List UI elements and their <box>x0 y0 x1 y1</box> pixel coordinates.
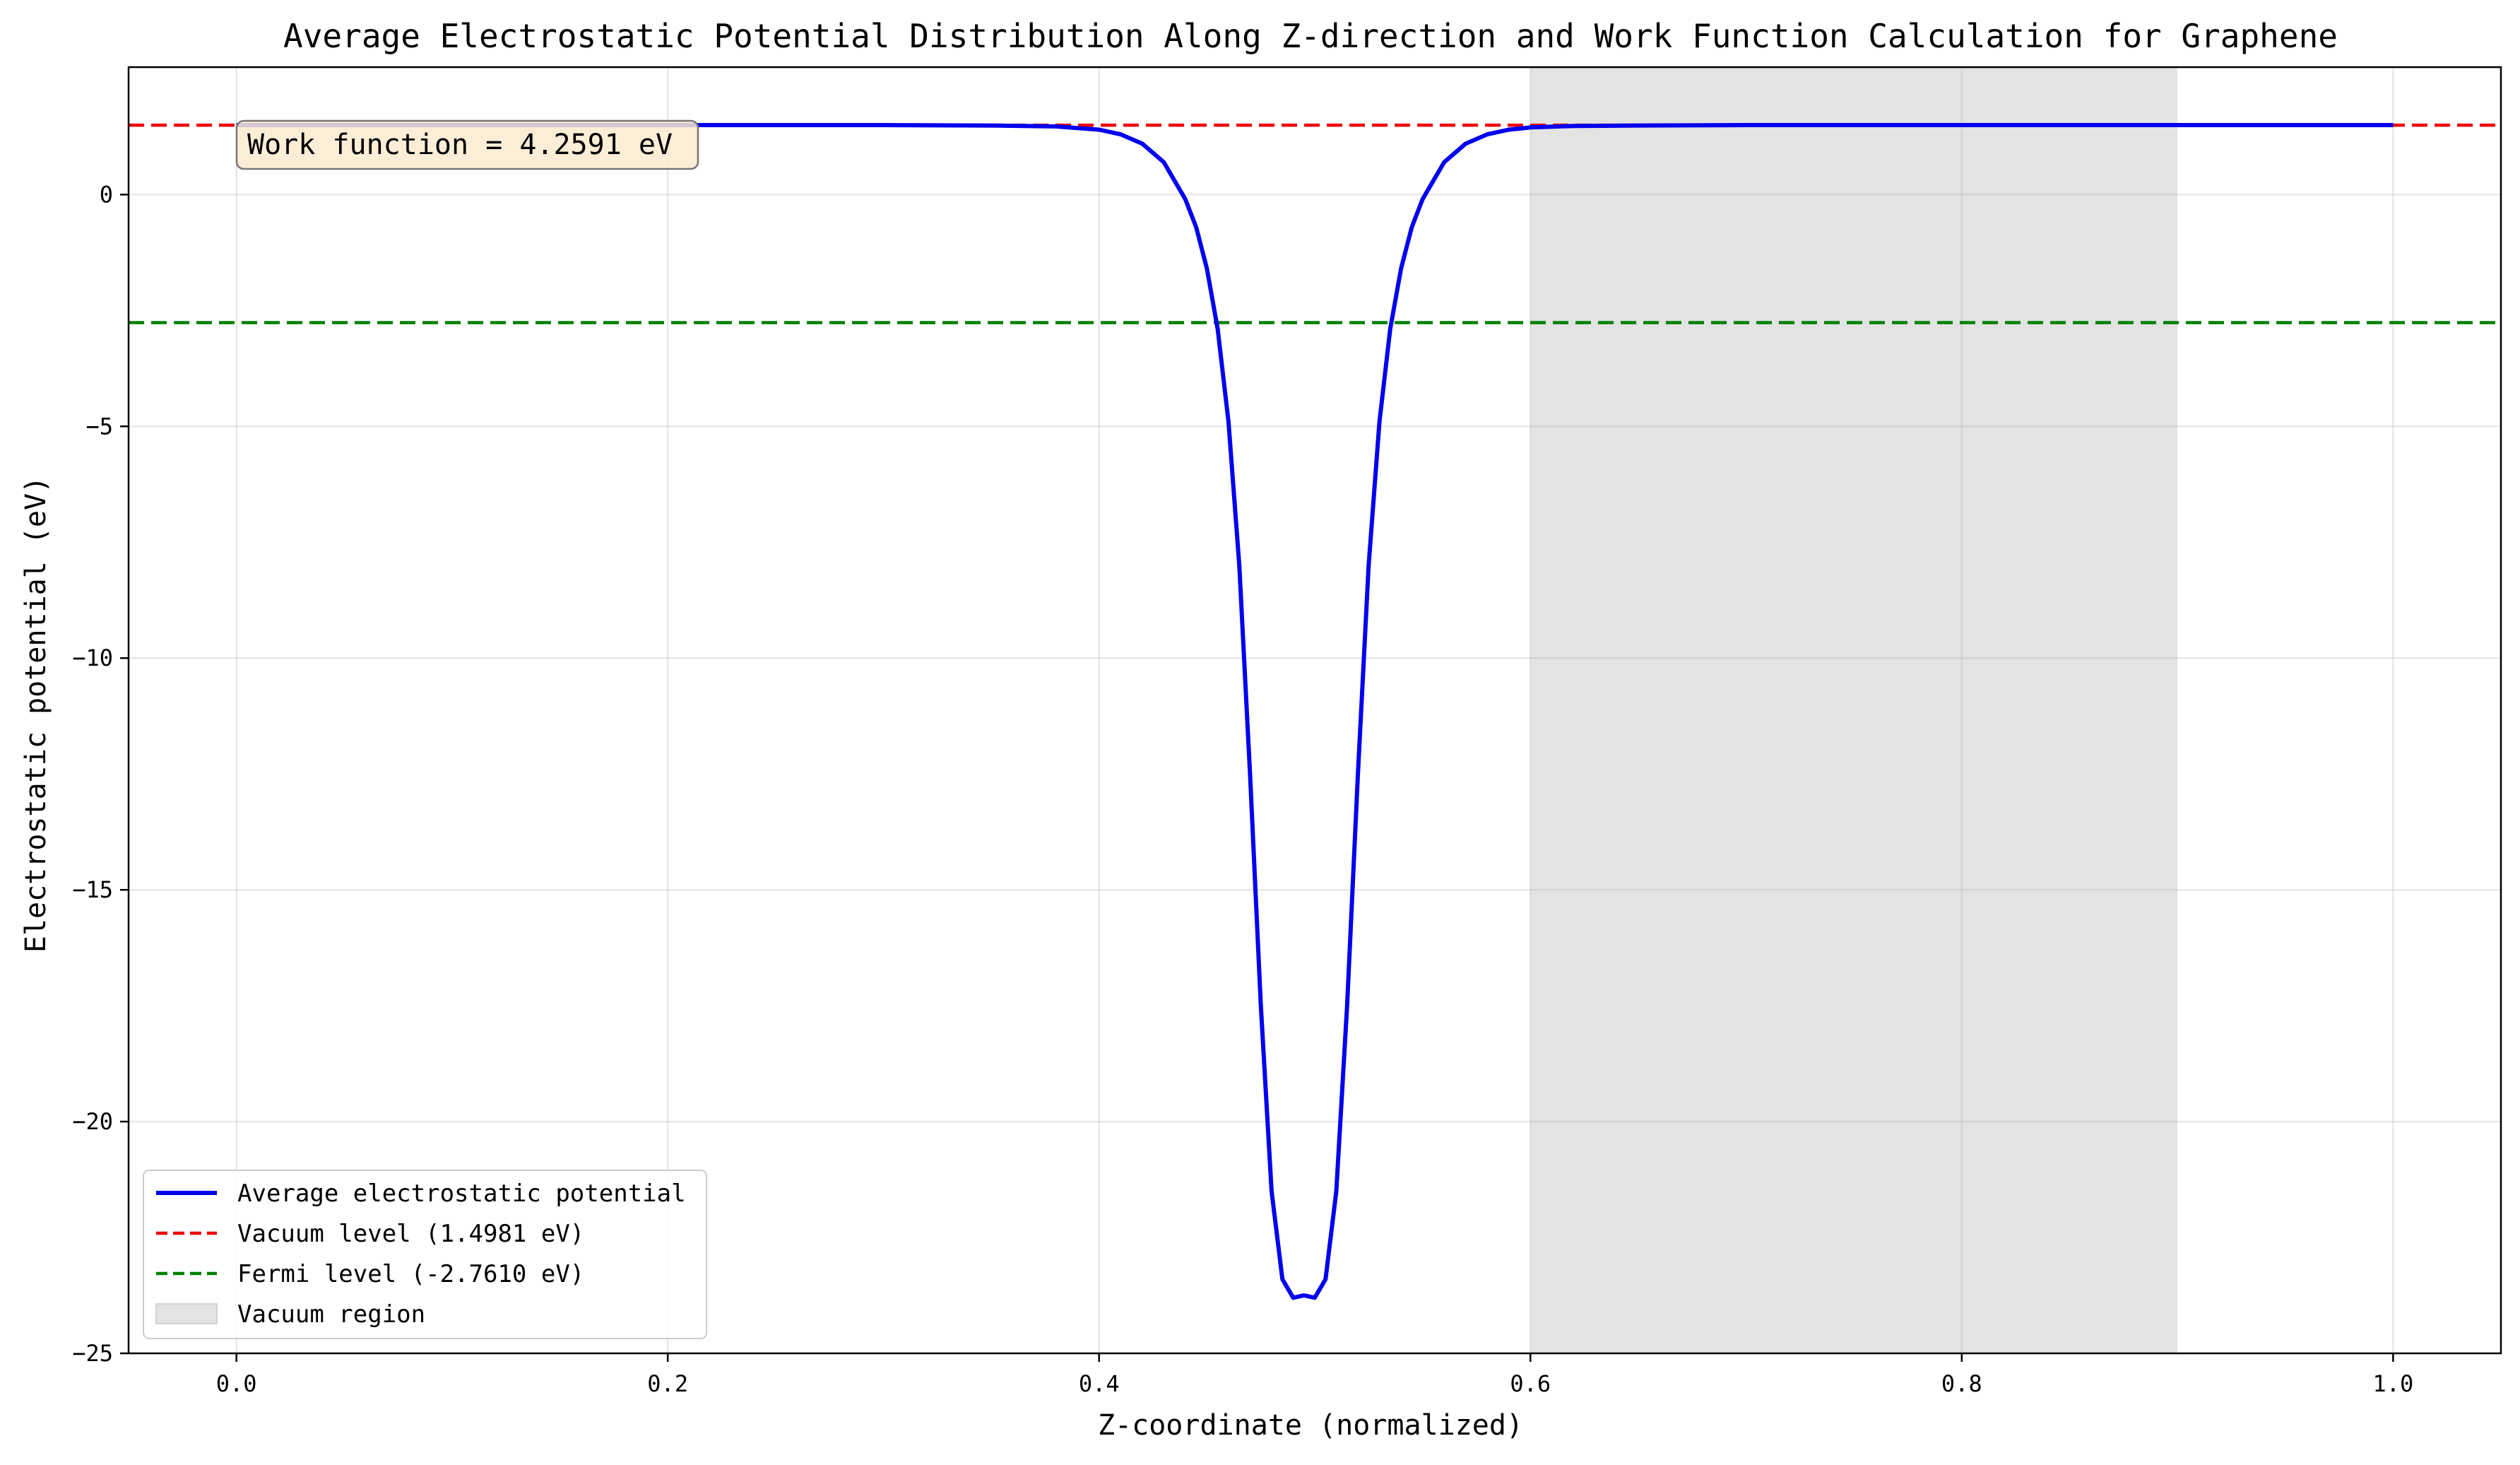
legend-swatch-region <box>155 1303 218 1324</box>
y-axis-label: Electrostatic potential (eV) <box>20 476 52 953</box>
y-tick-label: −10 <box>72 645 113 671</box>
chart-title: Average Electrostatic Potential Distribu… <box>283 17 2338 55</box>
y-tick-label: 0 <box>100 181 113 208</box>
x-tick-label: 1.0 <box>2372 1370 2413 1397</box>
annotation-text: Work function = 4.2591 eV <box>247 129 673 161</box>
x-axis-label: Z-coordinate (normalized) <box>1098 1409 1523 1442</box>
plot-frame <box>127 66 2502 1355</box>
x-tick-label: 0.8 <box>1941 1370 1982 1397</box>
legend: Average electrostatic potential Vacuum le… <box>143 1170 707 1339</box>
y-tick-label: −20 <box>72 1108 113 1135</box>
y-tick-label: −5 <box>85 413 113 440</box>
x-tick-label: 0.0 <box>216 1370 257 1397</box>
potential-curve <box>236 123 2394 1300</box>
plot-area: 0.0 0.2 0.4 0.6 0.8 1.0 0 −5 −10 −15 −20 −25 Work fu… <box>72 66 2502 1397</box>
legend-entry-region: Vacuum region <box>237 1300 425 1329</box>
x-tick-label: 0.4 <box>1079 1370 1120 1397</box>
y-tick-label: −25 <box>72 1340 113 1367</box>
x-tick-label: 0.6 <box>1510 1370 1551 1397</box>
x-tick-label: 0.2 <box>647 1370 688 1397</box>
y-tick-label: −15 <box>72 876 113 903</box>
annotation-box <box>235 119 699 170</box>
vacuum-region-shade <box>1530 67 2178 1353</box>
legend-entry-vacuum: Vacuum level (1.4981 eV) <box>237 1220 584 1248</box>
legend-entry-fermi: Fermi level (-2.7610 eV) <box>237 1260 584 1288</box>
legend-box <box>143 1170 707 1339</box>
legend-entry-potential: Average electrostatic potential <box>237 1179 686 1208</box>
work-function-annotation: Work function = 4.2591 eV <box>235 119 699 170</box>
